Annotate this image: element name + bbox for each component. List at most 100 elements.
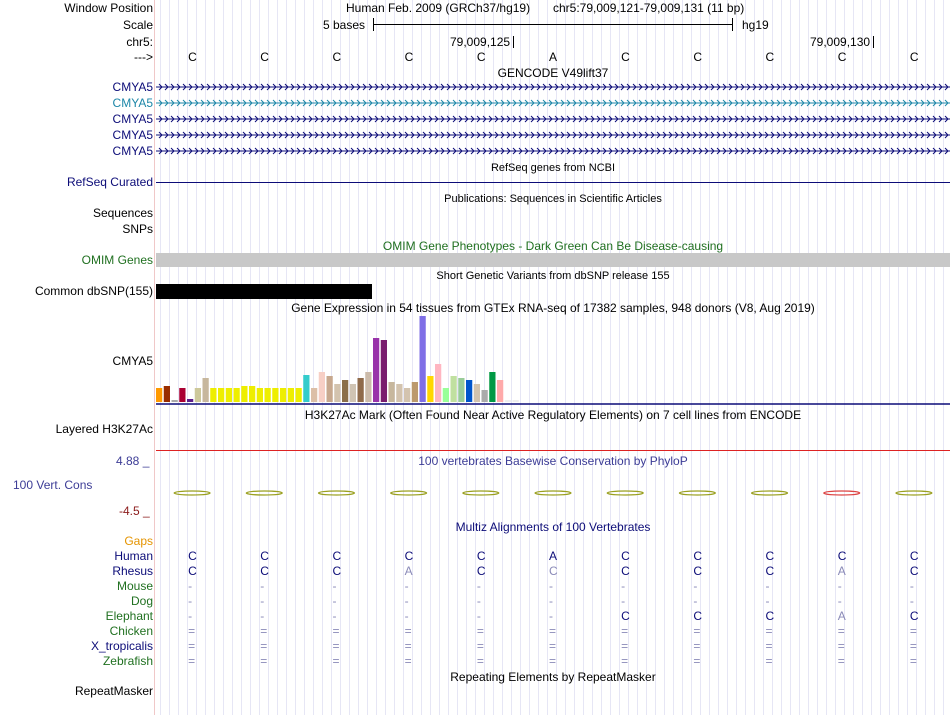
species-label[interactable]: Mouse bbox=[116, 579, 153, 593]
gtex-tissue-bar[interactable] bbox=[233, 388, 240, 402]
gtex-tissue-bar[interactable] bbox=[280, 388, 287, 402]
gencode-transcript-label[interactable]: CMYA5 bbox=[112, 80, 153, 94]
gtex-tissue-bar[interactable] bbox=[373, 338, 380, 402]
gtex-tissue-bar[interactable] bbox=[404, 388, 411, 402]
gencode-transcript-line[interactable] bbox=[156, 113, 950, 125]
gtex-tissue-bar[interactable] bbox=[179, 388, 186, 402]
base-letter: C bbox=[837, 50, 847, 64]
h3k27ac-signal-line[interactable] bbox=[156, 450, 950, 451]
gtex-bar-chart[interactable] bbox=[156, 314, 950, 406]
refseq-track-title[interactable]: RefSeq genes from NCBI bbox=[490, 162, 616, 174]
alignment-base: C bbox=[332, 564, 342, 578]
gtex-tissue-bar[interactable] bbox=[473, 384, 480, 402]
gencode-transcript-label[interactable]: CMYA5 bbox=[112, 128, 153, 142]
species-label[interactable]: X_tropicalis bbox=[90, 639, 153, 653]
gtex-gene-label[interactable]: CMYA5 bbox=[112, 354, 153, 368]
gtex-tissue-bar[interactable] bbox=[349, 384, 356, 402]
phylop-label[interactable]: 100 Vert. Cons bbox=[13, 478, 93, 492]
gtex-tissue-bar[interactable] bbox=[334, 384, 341, 402]
gtex-tissue-bar[interactable] bbox=[435, 364, 442, 402]
phylop-conservation-plot[interactable] bbox=[156, 484, 950, 504]
dbsnp-variant-block[interactable] bbox=[156, 284, 372, 299]
gencode-transcript-label[interactable]: CMYA5 bbox=[112, 112, 153, 126]
gencode-transcript-label[interactable]: CMYA5 bbox=[112, 144, 153, 158]
gtex-tissue-bar[interactable] bbox=[241, 386, 248, 402]
gtex-tissue-bar[interactable] bbox=[171, 400, 178, 402]
gtex-tissue-bar[interactable] bbox=[442, 388, 449, 402]
species-label[interactable]: Rhesus bbox=[112, 564, 153, 578]
gtex-tissue-bar[interactable] bbox=[388, 382, 395, 402]
species-label[interactable]: Dog bbox=[130, 594, 153, 608]
gtex-tissue-bar[interactable] bbox=[318, 372, 325, 402]
gencode-transcript-label[interactable]: CMYA5 bbox=[112, 96, 153, 110]
guide-line bbox=[592, 0, 593, 715]
alignment-base: - bbox=[476, 579, 481, 593]
gtex-tissue-bar[interactable] bbox=[287, 388, 294, 402]
gtex-tissue-bar[interactable] bbox=[156, 388, 163, 402]
refseq-gene-line[interactable] bbox=[156, 182, 950, 183]
phylop-track-title[interactable]: 100 vertebrates Basewise Conservation by… bbox=[418, 454, 688, 468]
h3k27ac-label[interactable]: Layered H3K27Ac bbox=[55, 422, 153, 436]
gtex-tissue-bar[interactable] bbox=[264, 388, 271, 402]
h3k27ac-track-title[interactable]: H3K27Ac Mark (Often Found Near Active Re… bbox=[304, 408, 802, 422]
gtex-tissue-bar[interactable] bbox=[194, 388, 201, 402]
gtex-tissue-bar[interactable] bbox=[218, 388, 225, 402]
gtex-tissue-bar[interactable] bbox=[295, 388, 302, 402]
gtex-tissue-bar[interactable] bbox=[202, 378, 209, 402]
gtex-tissue-bar[interactable] bbox=[357, 378, 364, 402]
gtex-tissue-bar[interactable] bbox=[365, 372, 372, 402]
gtex-tissue-bar[interactable] bbox=[326, 376, 333, 402]
gtex-tissue-bar[interactable] bbox=[256, 388, 263, 402]
omim-genes-label[interactable]: OMIM Genes bbox=[81, 253, 153, 267]
gencode-transcript-line[interactable] bbox=[156, 81, 950, 93]
alignment-base: - bbox=[476, 609, 481, 623]
species-label[interactable]: Elephant bbox=[105, 609, 153, 623]
repeatmasker-label[interactable]: RepeatMasker bbox=[74, 684, 153, 698]
gtex-tissue-bar[interactable] bbox=[497, 380, 504, 402]
gtex-tissue-bar[interactable] bbox=[450, 376, 457, 402]
gencode-track-title[interactable]: GENCODE V49lift37 bbox=[497, 66, 609, 80]
publications-track-title[interactable]: Publications: Sequences in Scientific Ar… bbox=[444, 193, 662, 205]
dbsnp-track-title[interactable]: Short Genetic Variants from dbSNP releas… bbox=[436, 270, 670, 282]
omim-track-title[interactable]: OMIM Gene Phenotypes - Dark Green Can Be… bbox=[382, 239, 724, 253]
refseq-curated-label[interactable]: RefSeq Curated bbox=[66, 175, 153, 189]
species-label[interactable]: Zebrafish bbox=[102, 654, 153, 668]
gtex-tissue-bar[interactable] bbox=[380, 340, 387, 402]
gtex-tissue-bar[interactable] bbox=[458, 378, 465, 402]
gtex-tissue-bar[interactable] bbox=[419, 316, 426, 402]
gtex-tissue-bar[interactable] bbox=[311, 388, 318, 402]
snps-label[interactable]: SNPs bbox=[122, 222, 153, 236]
gtex-tissue-bar[interactable] bbox=[303, 375, 310, 402]
gtex-tissue-bar[interactable] bbox=[210, 388, 217, 402]
repeatmasker-track-title[interactable]: Repeating Elements by RepeatMasker bbox=[450, 670, 656, 684]
multiz-track-title[interactable]: Multiz Alignments of 100 Vertebrates bbox=[455, 520, 651, 534]
gtex-tissue-bar[interactable] bbox=[225, 388, 232, 402]
gtex-tissue-bar[interactable] bbox=[163, 386, 170, 402]
gtex-tissue-bar[interactable] bbox=[466, 380, 473, 402]
gtex-track-title[interactable]: Gene Expression in 54 tissues from GTEx … bbox=[291, 301, 815, 315]
guide-line bbox=[907, 0, 908, 715]
omim-gene-bar[interactable] bbox=[156, 253, 950, 267]
species-label[interactable]: Chicken bbox=[109, 624, 153, 638]
alignment-base: = bbox=[765, 624, 773, 638]
gencode-transcript-line[interactable] bbox=[156, 97, 950, 109]
gtex-tissue-bar[interactable] bbox=[427, 376, 434, 402]
alignment-base: C bbox=[621, 609, 630, 623]
gtex-tissue-bar[interactable] bbox=[187, 399, 194, 402]
gtex-tissue-bar[interactable] bbox=[481, 390, 488, 402]
gtex-tissue-bar[interactable] bbox=[504, 400, 511, 402]
gencode-transcript-line[interactable] bbox=[156, 145, 950, 157]
gtex-tissue-bar[interactable] bbox=[512, 400, 519, 402]
gencode-transcript-line[interactable] bbox=[156, 129, 950, 141]
gtex-tissue-bar[interactable] bbox=[411, 382, 418, 402]
sequences-label[interactable]: Sequences bbox=[92, 206, 153, 220]
gtex-tissue-bar[interactable] bbox=[396, 384, 403, 402]
gtex-tissue-bar[interactable] bbox=[272, 388, 279, 402]
alignment-base: = bbox=[476, 654, 484, 668]
common-dbsnp-label[interactable]: Common dbSNP(155) bbox=[34, 284, 153, 298]
gtex-tissue-bar[interactable] bbox=[489, 372, 496, 402]
position-range[interactable]: chr5:79,009,121-79,009,131 (11 bp) bbox=[553, 1, 745, 15]
species-label[interactable]: Human bbox=[114, 549, 153, 563]
gtex-tissue-bar[interactable] bbox=[249, 386, 256, 402]
gtex-tissue-bar[interactable] bbox=[342, 380, 349, 402]
